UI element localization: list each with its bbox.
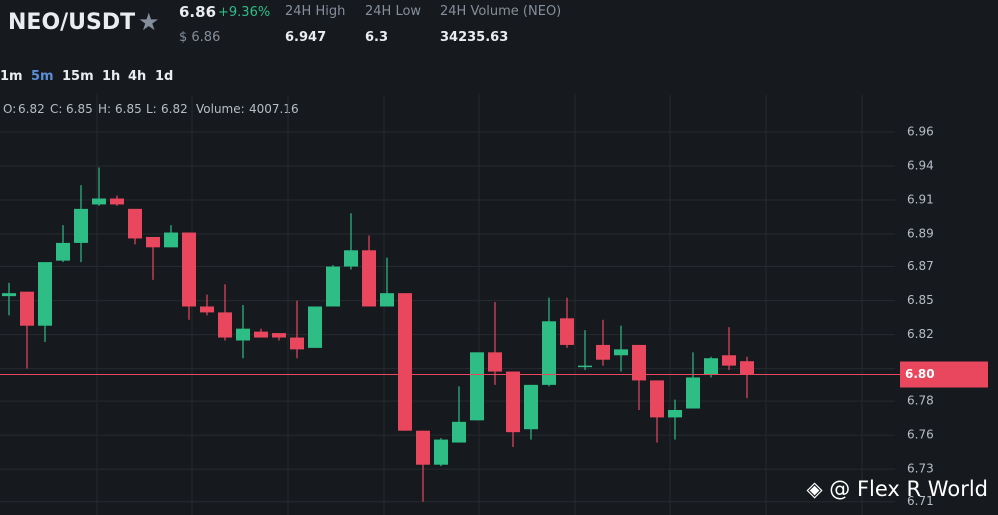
ohlc-value: 6.82 — [18, 102, 45, 116]
stat-value: 6.3 — [365, 30, 389, 45]
candle-body — [524, 384, 538, 430]
candle-body — [506, 371, 520, 433]
candle-body — [362, 250, 376, 307]
candle-body — [110, 198, 124, 205]
candle-body — [470, 352, 484, 421]
ohlc-value: 6.82 — [161, 102, 188, 116]
candle-body — [92, 198, 106, 205]
interval-button[interactable]: 4h — [128, 69, 147, 84]
candle-body — [614, 349, 628, 356]
price-tag — [900, 361, 988, 388]
y-tick-label: 6.91 — [907, 193, 934, 207]
candle-body — [668, 410, 682, 418]
candle-body — [650, 380, 664, 418]
candle-body — [308, 306, 322, 348]
ohlc-label: C: — [50, 102, 63, 116]
candle-body — [740, 361, 754, 375]
candle-body — [74, 208, 88, 243]
candle-body — [146, 236, 160, 248]
ohlc-label: L: — [146, 102, 157, 116]
candle-body — [326, 266, 340, 307]
y-tick-label: 6.87 — [907, 259, 934, 273]
candle-body — [488, 352, 502, 372]
candle-body — [218, 312, 232, 338]
stat-label: 24H Volume (NEO) — [440, 4, 562, 19]
candle-body — [416, 430, 430, 465]
ohlc-label: H: — [98, 102, 112, 116]
y-tick-label: 6.73 — [907, 462, 934, 476]
candle-body — [578, 365, 592, 368]
candle-body — [290, 337, 304, 350]
candle-body — [398, 293, 412, 431]
candle-body — [722, 355, 736, 366]
candle-body — [182, 232, 196, 307]
watermark: ◈ @ Flex R World — [806, 477, 988, 501]
watermark-text: @ Flex R World — [829, 477, 988, 501]
candle-body — [686, 377, 700, 409]
candle-body — [254, 331, 268, 338]
ohlc-value: 6.85 — [115, 102, 142, 116]
candle-body — [704, 358, 718, 375]
pair-name: NEO/USDT — [8, 10, 136, 35]
ohlc-label: Volume: — [196, 102, 245, 116]
stat-label: 24H High — [285, 4, 346, 19]
y-tick-label: 6.94 — [907, 158, 934, 172]
y-tick-label: 6.85 — [907, 293, 934, 307]
interval-button[interactable]: 5m — [31, 69, 54, 84]
y-tick-label: 6.82 — [907, 327, 934, 341]
interval-button[interactable]: 1d — [155, 69, 174, 84]
last-price: 6.86 — [179, 3, 217, 21]
candle-body — [434, 439, 448, 465]
ohlc-value: 6.85 — [66, 102, 93, 116]
y-tick-label: 6.78 — [907, 394, 934, 408]
interval-button[interactable]: 15m — [62, 69, 94, 84]
stat-value: 34235.63 — [440, 30, 509, 45]
price-usd: $ 6.86 — [179, 30, 221, 45]
candle-body — [596, 344, 610, 360]
y-tick-label: 6.71 — [907, 494, 934, 508]
candle-body — [272, 333, 286, 338]
ohlc-label: O: — [3, 102, 17, 116]
price-change: +9.36% — [218, 5, 271, 20]
y-tick-label: 6.96 — [907, 124, 934, 138]
y-tick-label: 6.89 — [907, 227, 934, 241]
candle-body — [128, 208, 142, 239]
favorite-star[interactable]: ★ — [138, 8, 160, 36]
candle-body — [560, 318, 574, 345]
candle-body — [344, 250, 358, 267]
candle-body — [380, 293, 394, 307]
stat-label: 24H Low — [365, 4, 422, 19]
ohlc-value: 4007.16 — [249, 102, 299, 116]
interval-button[interactable]: 1h — [102, 69, 121, 84]
candle-body — [38, 262, 52, 326]
candle-body — [164, 232, 178, 248]
candle-body — [2, 293, 16, 297]
candle-body — [236, 328, 250, 341]
vertical-grid — [96, 95, 863, 515]
interval-button[interactable]: 1m — [0, 69, 23, 84]
stat-value: 6.947 — [285, 30, 327, 45]
candle-body — [200, 306, 214, 313]
price-tag-label: 6.80 — [905, 367, 935, 381]
y-tick-label: 6.76 — [907, 428, 934, 442]
candle-body — [632, 344, 646, 381]
candle-body — [56, 242, 70, 261]
candle-body — [542, 321, 556, 385]
candle-body — [20, 291, 34, 326]
candle-body — [452, 421, 466, 443]
